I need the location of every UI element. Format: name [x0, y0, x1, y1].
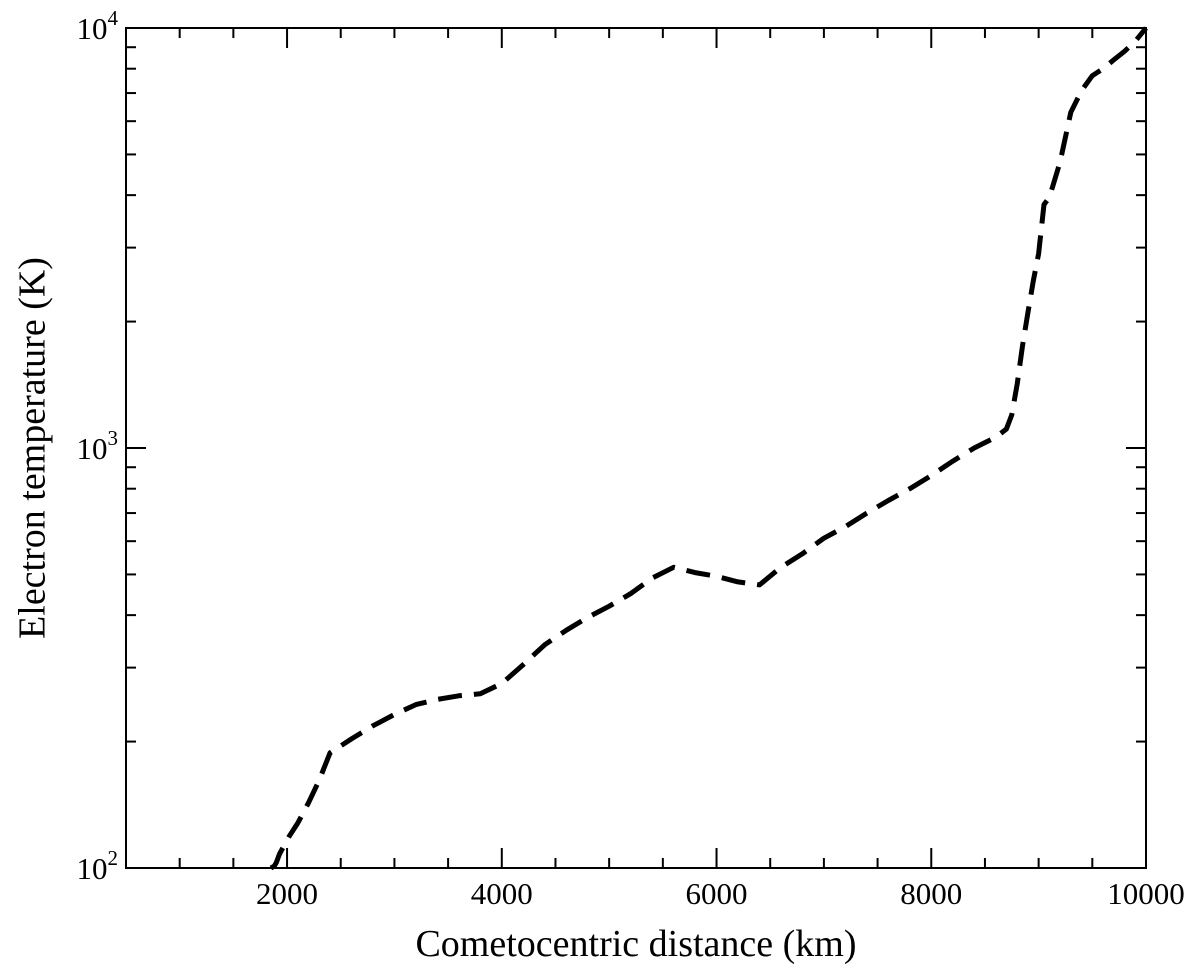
- electron-temperature-series-line: [269, 26, 1148, 871]
- plot-area-frame: [125, 27, 1147, 869]
- series-layer: [269, 26, 1148, 871]
- minor-ticks: [126, 28, 1146, 868]
- x-tick-label: 4000: [471, 876, 533, 911]
- x-tick-label: 8000: [900, 876, 962, 911]
- x-tick-label: 2000: [256, 876, 318, 911]
- x-tick-labels: 2000 4000 6000 8000 10000: [256, 876, 1185, 911]
- x-tick-label: 10000: [1107, 876, 1185, 911]
- y-tick-label: 103: [77, 426, 119, 466]
- y-axis-title: Electron temperature (K): [12, 257, 54, 639]
- x-tick-label: 6000: [686, 876, 748, 911]
- major-ticks: [126, 27, 1147, 869]
- y-tick-label: 102: [77, 846, 119, 886]
- y-tick-labels: 102 103 104: [77, 6, 119, 886]
- y-tick-label: 104: [77, 6, 119, 46]
- x-axis-title: Cometocentric distance (km): [415, 923, 856, 965]
